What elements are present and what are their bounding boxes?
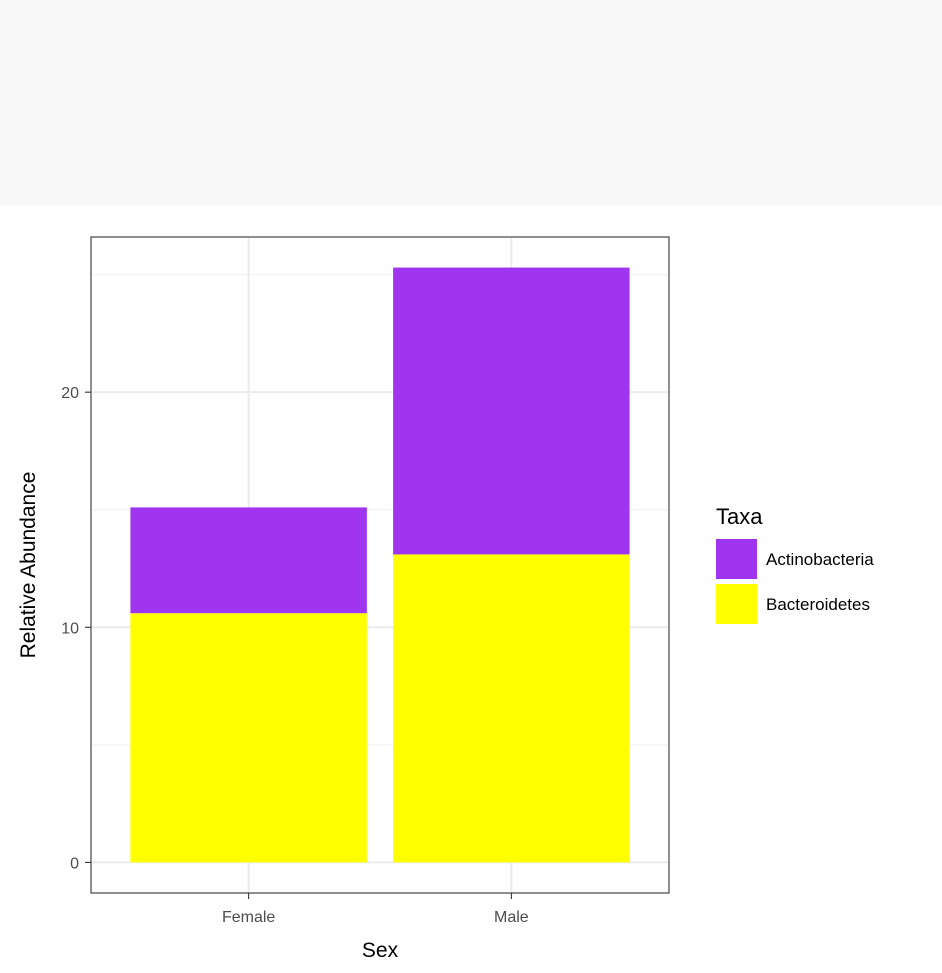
bar-female-actinobacteria bbox=[130, 507, 367, 614]
bar-male-actinobacteria bbox=[393, 267, 630, 555]
y-tick-label: 0 bbox=[70, 855, 79, 872]
legend-label-actinobacteria: Actinobacteria bbox=[766, 550, 874, 569]
y-axis: 0 10 20 bbox=[61, 385, 91, 872]
legend-key-bacteroidetes bbox=[716, 584, 757, 624]
plot-panel-border bbox=[90, 236, 670, 894]
top-band bbox=[0, 0, 942, 206]
bar-male-bacteroidetes bbox=[393, 554, 630, 863]
y-axis-title: Relative Abundance bbox=[17, 472, 40, 659]
bars bbox=[130, 267, 630, 863]
x-tick-label: Female bbox=[222, 909, 275, 926]
x-axis: Female Male bbox=[222, 893, 529, 926]
y-tick-label: 10 bbox=[61, 620, 79, 637]
legend-key-actinobacteria bbox=[716, 539, 757, 579]
bar-female-bacteroidetes bbox=[130, 613, 367, 863]
legend-label-bacteroidetes: Bacteroidetes bbox=[766, 595, 870, 614]
legend-title: Taxa bbox=[716, 504, 763, 529]
x-axis-title: Sex bbox=[362, 939, 399, 962]
legend: Taxa Actinobacteria Bacteroidetes bbox=[716, 504, 874, 624]
x-tick-label: Male bbox=[494, 909, 529, 926]
y-tick-label: 20 bbox=[61, 385, 79, 402]
